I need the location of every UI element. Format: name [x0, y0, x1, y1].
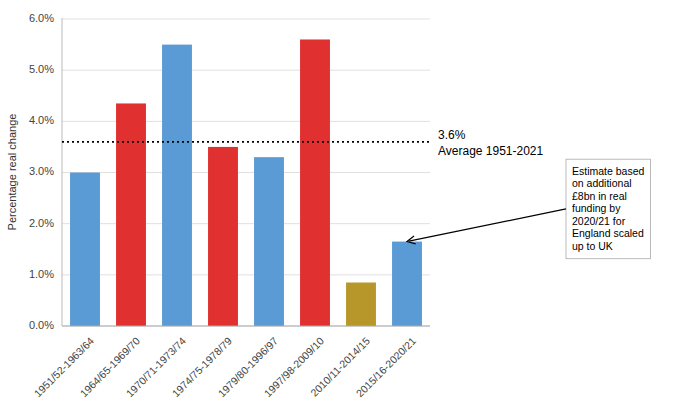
annotation-arrowhead [407, 236, 416, 244]
grid-line [62, 70, 430, 71]
x-tick-label: 2015/16-2020/21 [353, 334, 418, 399]
y-tick-label: 5.0% [29, 63, 54, 75]
bar [392, 242, 422, 326]
bar [162, 45, 192, 326]
annotation-line: England scaled [572, 227, 644, 239]
reference-label: 3.6% [438, 128, 466, 142]
bar [70, 173, 100, 326]
grid-line [62, 19, 430, 20]
annotation-line: up to UK [572, 240, 613, 252]
y-tick-label: 2.0% [29, 217, 54, 229]
bar [346, 283, 376, 326]
y-tick-label: 4.0% [29, 114, 54, 126]
annotation-text: Estimate basedon additional£8bn in realf… [572, 165, 645, 252]
grid-line [62, 326, 430, 327]
chart: 0.0% 1.0% 2.0% 3.0% 4.0% 5.0% 6.0% Percentage r… [0, 0, 700, 409]
annotation-line: Estimate based [572, 165, 645, 177]
annotation-arrow [409, 209, 566, 241]
annotation-line: £8bn in real [572, 190, 627, 202]
annotation-line: on additional [572, 177, 632, 189]
reference-line-group [62, 141, 430, 142]
annotation-line: funding by [572, 202, 621, 214]
annotation-line: 2020/21 for [572, 215, 626, 227]
y-axis-line [62, 18, 63, 326]
y-tick-label: 0.0% [29, 319, 54, 331]
reference-line [62, 141, 430, 143]
bar [254, 157, 284, 326]
y-axis-label: Percentage real change [6, 114, 18, 231]
bar [208, 147, 238, 326]
y-tick-label: 1.0% [29, 268, 54, 280]
bar [300, 39, 330, 326]
y-tick-label: 3.0% [29, 165, 54, 177]
y-tick-label: 6.0% [29, 12, 54, 24]
bars [70, 39, 422, 326]
x-axis-line [62, 326, 430, 327]
annotation-box [566, 159, 651, 259]
bar [116, 103, 146, 326]
reference-text: Average 1951-2021 [438, 144, 544, 158]
